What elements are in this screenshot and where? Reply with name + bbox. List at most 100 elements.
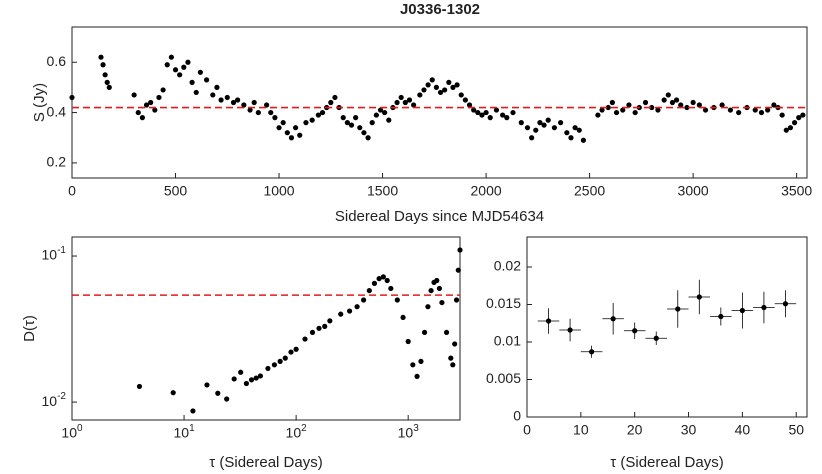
point (446, 79, 452, 85)
point (327, 318, 333, 324)
point (268, 109, 274, 116)
y-tick-label: 0 (513, 408, 521, 424)
point (620, 107, 626, 113)
point (297, 132, 303, 138)
point (518, 120, 524, 126)
point (272, 115, 278, 121)
point (458, 92, 464, 98)
point (131, 92, 137, 98)
x-tick-label: 3000 (678, 183, 709, 199)
point (421, 329, 428, 336)
point (452, 341, 458, 347)
point (504, 115, 510, 121)
point (185, 59, 191, 65)
point (344, 120, 350, 126)
point (669, 99, 676, 106)
point (315, 112, 321, 118)
point (135, 109, 141, 116)
point (605, 104, 611, 111)
point (193, 89, 199, 96)
point (782, 301, 789, 307)
point (418, 358, 424, 364)
point (727, 107, 733, 113)
point (170, 390, 176, 396)
point (761, 304, 767, 311)
plot-frame (71, 236, 461, 421)
point (434, 277, 440, 284)
point (576, 127, 582, 133)
point (388, 285, 394, 292)
point (433, 84, 439, 90)
point (288, 135, 295, 141)
point (690, 99, 696, 106)
x-tick-label: 100 (61, 423, 83, 441)
y-tick-label: 0.02 (494, 258, 521, 274)
point (545, 318, 552, 324)
x-tick-label: 2500 (574, 183, 605, 199)
point (190, 408, 196, 414)
point (702, 107, 709, 113)
point (411, 102, 417, 108)
point (139, 115, 145, 121)
point (231, 376, 237, 382)
point (414, 373, 420, 379)
point (102, 72, 108, 78)
point (500, 112, 506, 118)
point (653, 335, 659, 341)
x-tick-label: 0 (68, 183, 76, 199)
point (800, 112, 806, 118)
y-tick-label: 0.005 (486, 370, 521, 386)
point (510, 109, 516, 116)
point (684, 104, 690, 111)
point (437, 89, 444, 96)
point (567, 327, 573, 333)
x-tick-label: 0 (523, 422, 531, 438)
y-tick-label: 10-2 (42, 391, 67, 409)
y-tick-label: 0.2 (47, 154, 67, 170)
point (736, 109, 742, 116)
x-axis-label: τ (Sidereal Days) (209, 454, 322, 471)
x-axis-label: Sidereal Days since MJD54634 (335, 208, 544, 225)
point (632, 328, 638, 334)
point (457, 247, 463, 253)
point (642, 99, 649, 106)
point (589, 349, 595, 355)
point (410, 362, 416, 368)
point (69, 94, 75, 101)
point (164, 62, 170, 68)
point (394, 297, 400, 303)
point (529, 135, 535, 141)
point (156, 94, 162, 101)
point (309, 329, 316, 336)
point (172, 67, 179, 73)
point (277, 358, 283, 364)
point (322, 323, 328, 329)
point (210, 92, 216, 98)
point (376, 276, 382, 282)
point (353, 115, 359, 121)
point (545, 117, 551, 123)
point (454, 82, 460, 88)
point (189, 79, 195, 85)
point (160, 87, 166, 93)
x-tick-label: 30 (681, 422, 697, 438)
point (303, 120, 309, 126)
point (665, 92, 671, 98)
point (758, 109, 765, 116)
point (377, 107, 384, 113)
x-tick-label: 1500 (367, 183, 398, 199)
point (386, 117, 392, 123)
point (276, 125, 282, 131)
point (487, 115, 493, 121)
point (197, 69, 203, 75)
point (384, 277, 390, 284)
point (425, 304, 431, 310)
point (136, 383, 143, 390)
point (293, 125, 299, 131)
point (471, 107, 477, 113)
point (448, 355, 454, 361)
point (696, 102, 702, 108)
point (302, 336, 308, 342)
point (524, 125, 531, 131)
